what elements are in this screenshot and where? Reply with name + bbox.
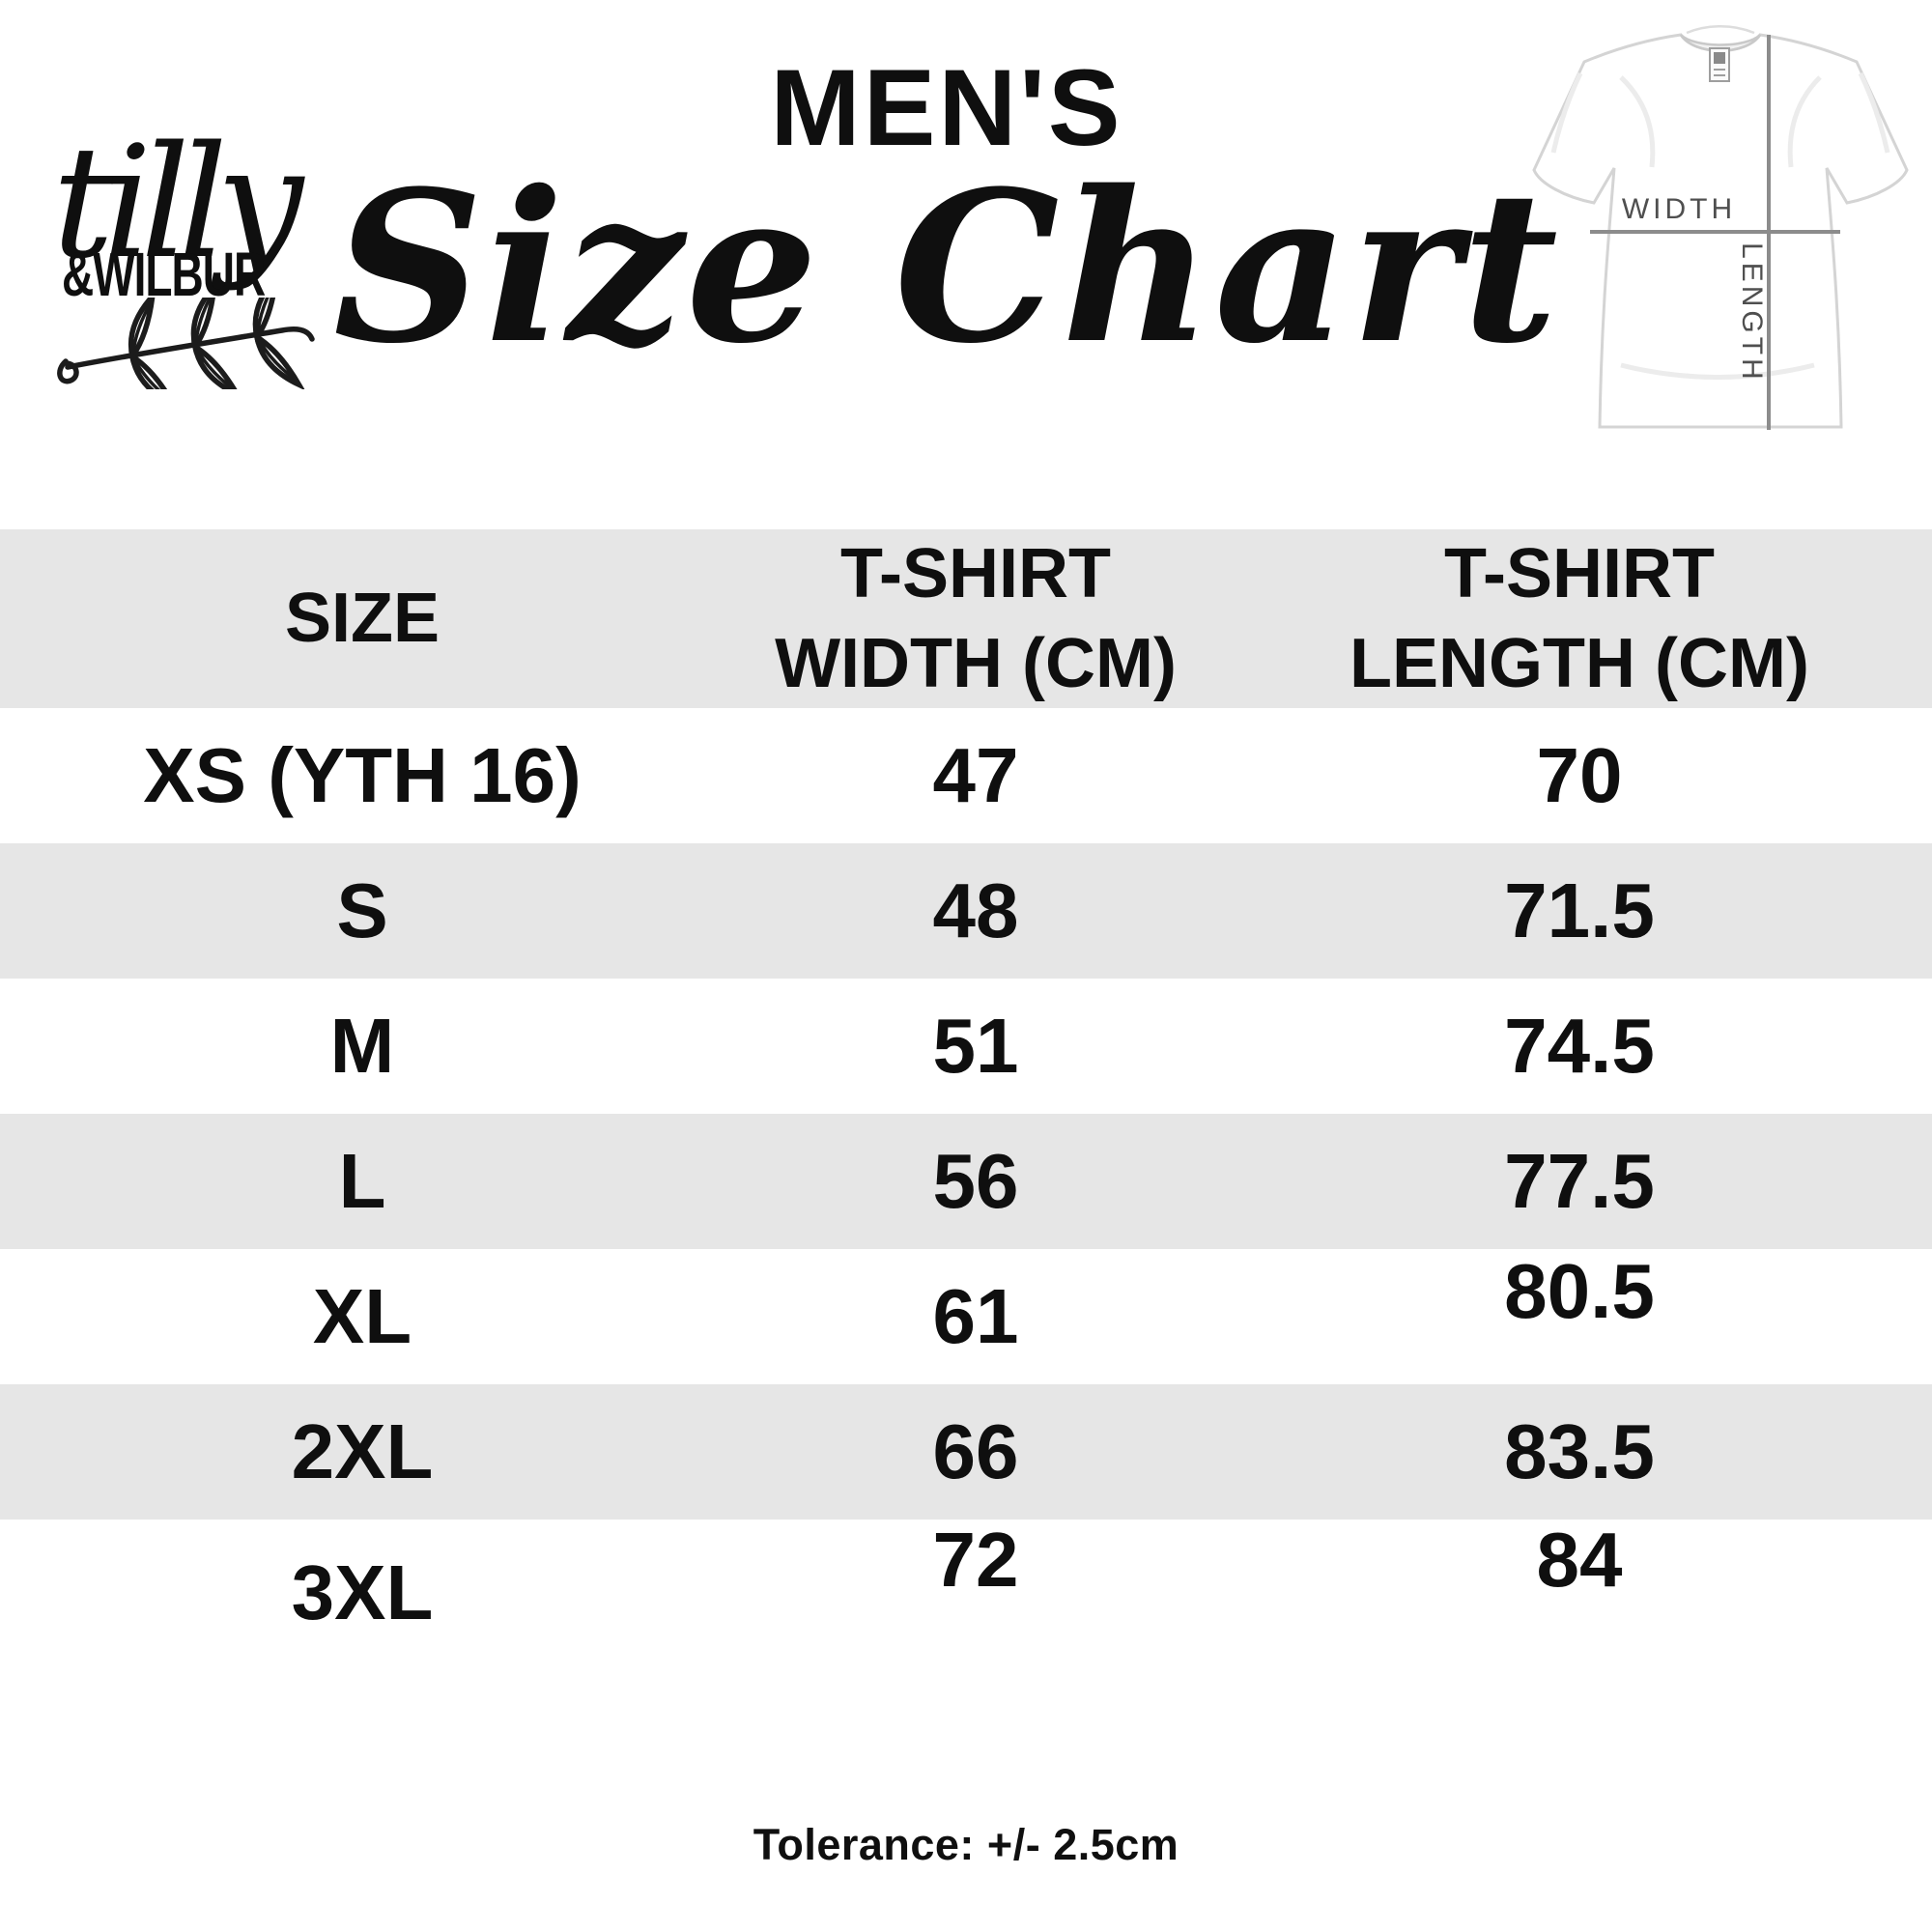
width-cell: 66 [932, 1408, 1019, 1494]
table-row-m: M 51 74.5 [0, 979, 1932, 1114]
size-cell: S [336, 867, 388, 953]
width-cell: 51 [932, 1003, 1019, 1089]
table-row-xs: XS (YTH 16) 47 70 [0, 708, 1932, 843]
table-row-3xl: 3XL 72 84 [0, 1517, 1932, 1655]
table-row-l: L 56 77.5 [0, 1114, 1932, 1249]
size-cell: XS (YTH 16) [143, 732, 582, 818]
tolerance-note: Tolerance: +/- 2.5cm [753, 1820, 1179, 1869]
length-cell: 71.5 [1504, 867, 1655, 953]
table-body: XS (YTH 16) 47 70 S 48 71.5 M 51 74.5 L … [0, 708, 1932, 1655]
table-row-s: S 48 71.5 [0, 843, 1932, 979]
length-cell: 74.5 [1504, 1003, 1655, 1089]
neck-label [1709, 47, 1730, 82]
column-header-size: SIZE [284, 580, 440, 658]
length-cell: 80.5 [1504, 1248, 1655, 1334]
length-label: LENGTH [1736, 242, 1768, 384]
brand-caps-name: &WILBUR [62, 239, 266, 310]
column-header-width: T-SHIRT WIDTH (CM) [775, 535, 1177, 702]
brand-logo: tilly &WILBUR [48, 77, 348, 406]
length-cell: 83.5 [1504, 1408, 1655, 1494]
length-cell: 84 [1536, 1517, 1623, 1603]
width-cell: 72 [932, 1517, 1019, 1603]
size-cell: 3XL [291, 1549, 434, 1635]
tshirt-diagram: WIDTH LENGTH [1524, 17, 1932, 449]
width-cell: 61 [932, 1273, 1019, 1359]
length-cell: 70 [1536, 732, 1623, 818]
page-title: Size Chart [332, 145, 1560, 389]
width-cell: 48 [932, 867, 1019, 953]
brand-script-name: tilly [52, 112, 303, 293]
category-title: MEN'S [770, 47, 1123, 168]
laurel-branch-icon [57, 298, 315, 389]
width-cell: 47 [932, 732, 1019, 818]
table-header-row: SIZE T-SHIRT WIDTH (CM) T-SHIRT LENGTH (… [0, 529, 1932, 708]
table-row-2xl: 2XL 66 83.5 [0, 1384, 1932, 1520]
size-cell: L [338, 1138, 386, 1224]
length-cell: 77.5 [1504, 1138, 1655, 1224]
width-cell: 56 [932, 1138, 1019, 1224]
size-cell: XL [312, 1273, 412, 1359]
size-cell: 2XL [291, 1408, 434, 1494]
size-table: SIZE T-SHIRT WIDTH (CM) T-SHIRT LENGTH (… [0, 529, 1932, 1655]
table-row-xl: XL 61 80.5 [0, 1248, 1932, 1384]
size-cell: M [329, 1003, 395, 1089]
column-header-length: T-SHIRT LENGTH (CM) [1350, 535, 1809, 702]
width-label: WIDTH [1622, 193, 1736, 225]
